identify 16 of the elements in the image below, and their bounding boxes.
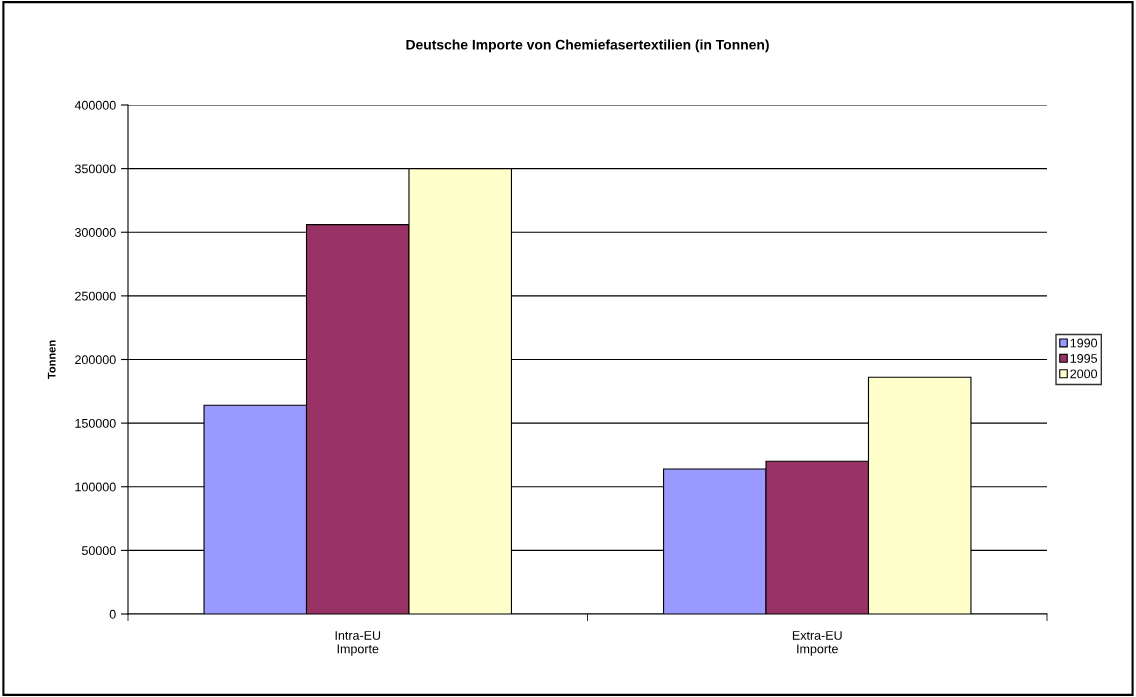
chart-title: Deutsche Importe von Chemiefasertextilien (in Tonnen): [406, 39, 769, 53]
x-tick-label: Extra-EU Importe: [792, 631, 842, 656]
legend-label: 1995: [1070, 354, 1098, 363]
legend-label: 1990: [1070, 338, 1098, 348]
y-tick-label: 350000: [74, 164, 116, 174]
x-tick-label: Intra-EU Importe: [335, 631, 381, 656]
y-tick-label: 50000: [81, 546, 116, 556]
y-tick-label: 250000: [75, 291, 116, 301]
y-tick-label: 100000: [75, 482, 116, 492]
y-tick-label: 150000: [75, 418, 116, 428]
y-tick-label: 0: [109, 609, 116, 619]
legend-label: 2000: [1070, 369, 1098, 379]
y-tick-label: 400000: [74, 100, 116, 110]
y-tick-label: 200000: [75, 355, 116, 365]
y-axis-title: Tonnen: [47, 340, 56, 380]
y-tick-label: 300000: [74, 228, 116, 237]
